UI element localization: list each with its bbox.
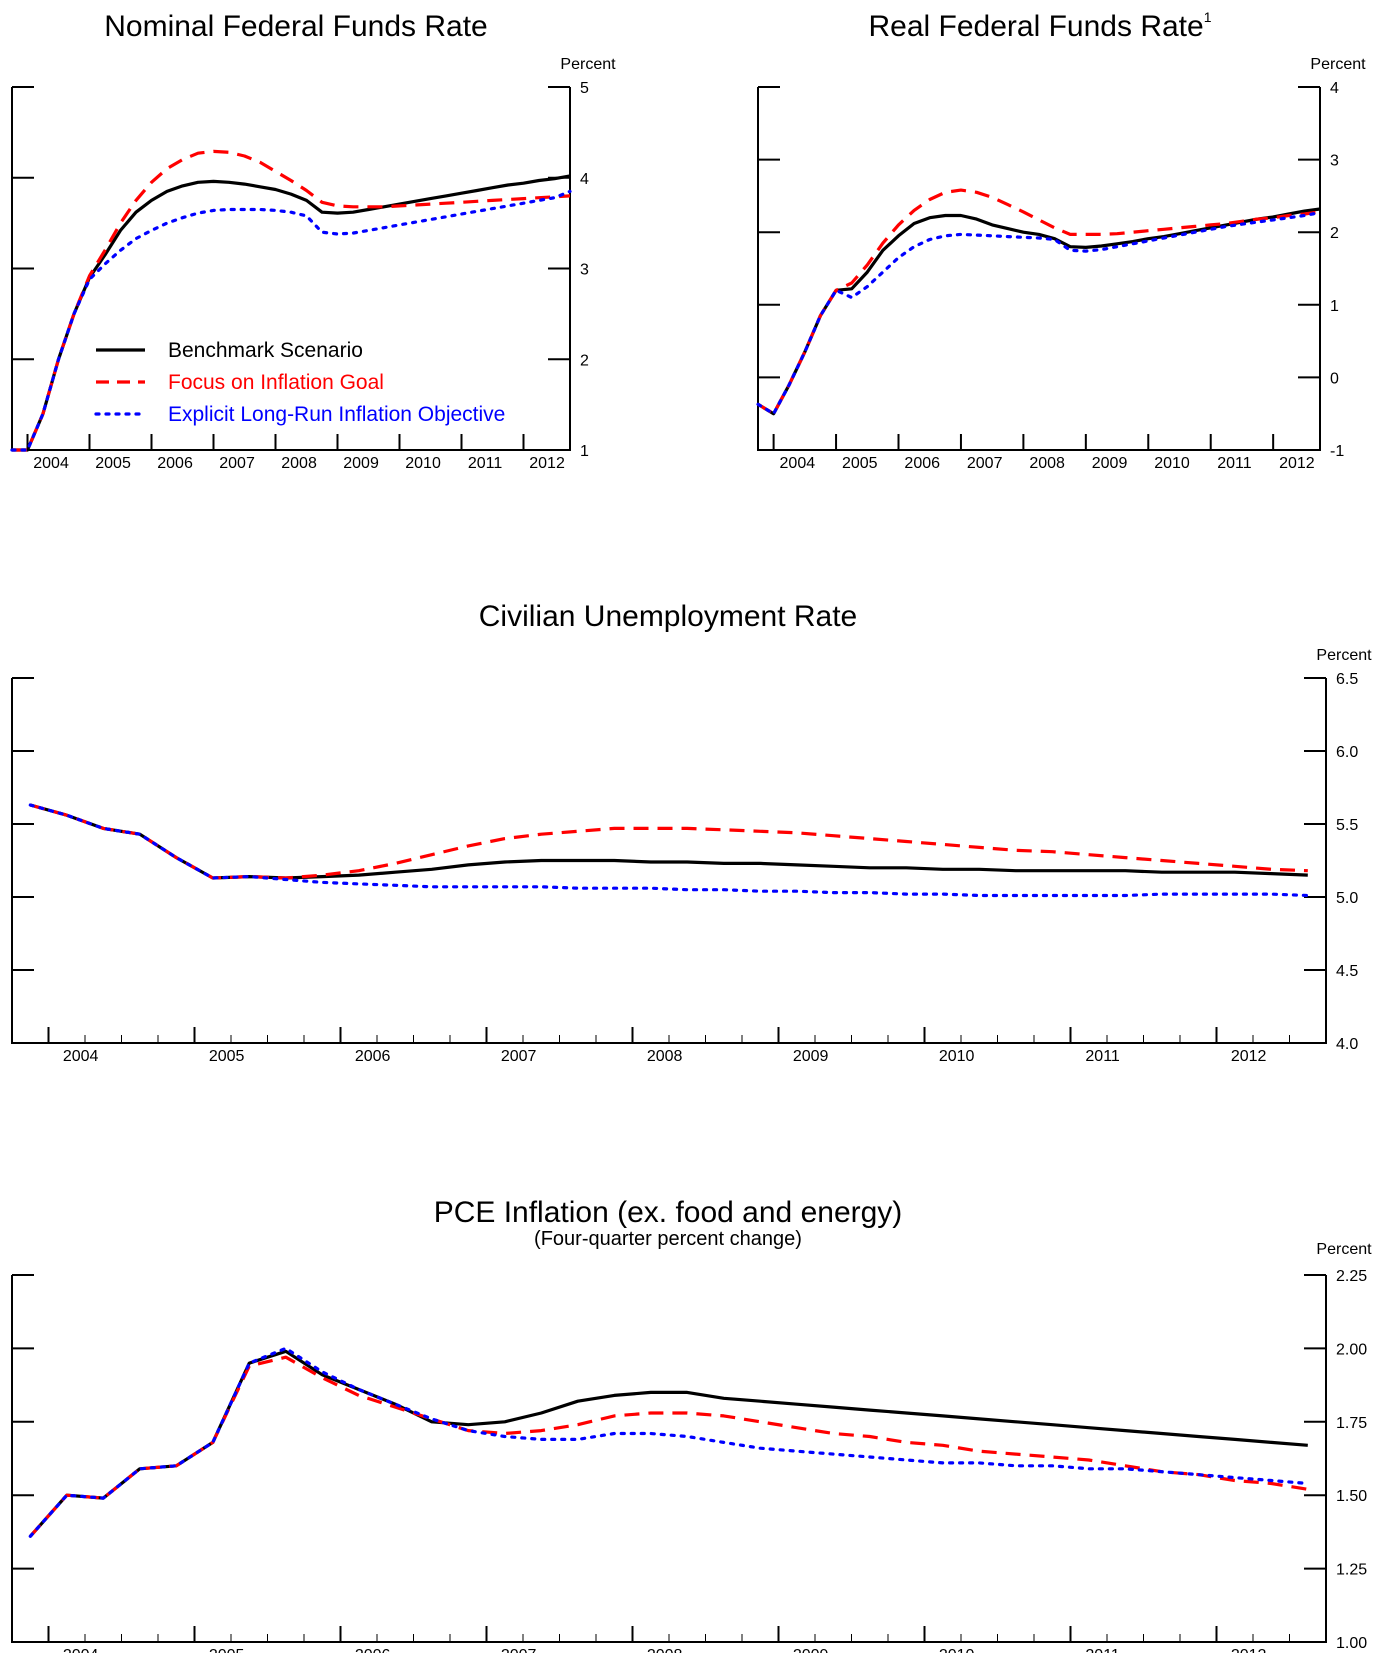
y-tick-label: 0 xyxy=(1330,370,1339,387)
x-tick-label: 2006 xyxy=(904,455,940,472)
x-tick-label: 2010 xyxy=(1154,455,1190,472)
x-tick-label: 2011 xyxy=(468,455,503,472)
legend: Benchmark Scenario Focus on Inflation Goa… xyxy=(94,339,505,426)
x-tick-label: 2009 xyxy=(793,1647,829,1653)
x-tick-label: 2012 xyxy=(1231,1647,1267,1653)
x-tick-label: 2008 xyxy=(1029,455,1065,472)
legend-label: Benchmark Scenario xyxy=(168,339,363,362)
x-tick-label: 2009 xyxy=(343,455,379,472)
y-tick-label: 4 xyxy=(1330,80,1339,97)
x-tick-label: 2004 xyxy=(33,455,69,472)
x-tick-label: 2010 xyxy=(939,1647,975,1653)
x-tick-label: 2004 xyxy=(780,455,816,472)
y-tick-label: 4.5 xyxy=(1336,963,1358,980)
unit-label: Percent xyxy=(560,56,616,73)
panel-unemployment: Civilian Unemployment Rate Percent 4.0 4.5 5… xyxy=(11,600,1372,1065)
x-tick-label: 2012 xyxy=(529,455,565,472)
x-tick-label: 2004 xyxy=(63,1048,99,1065)
x-tick-label: 2009 xyxy=(1092,455,1128,472)
x-tick-label: 2004 xyxy=(63,1647,99,1653)
series-line-long-run-objective xyxy=(28,803,1310,898)
x-tick-label: 2007 xyxy=(501,1048,537,1065)
x-tick-label: 2005 xyxy=(209,1647,245,1653)
y-tick-label: 6.0 xyxy=(1336,744,1358,761)
x-tick-label: 2006 xyxy=(355,1048,391,1065)
chart-title: PCE Inflation (ex. food and energy) xyxy=(434,1196,903,1229)
y-tick-label: 1 xyxy=(1330,298,1339,315)
x-tick-label: 2006 xyxy=(355,1647,391,1653)
series-line-benchmark xyxy=(29,803,1308,880)
panel-real: Real Federal Funds Rate1 Percent -1 0 1 2 3 4 20… xyxy=(756,9,1366,472)
y-tick-label: 2 xyxy=(580,352,589,369)
x-tick-label: 2007 xyxy=(501,1647,537,1653)
series-line-inflation-goal xyxy=(29,803,1308,880)
x-tick-label: 2010 xyxy=(939,1048,975,1065)
chart-title: Civilian Unemployment Rate xyxy=(479,600,858,633)
legend-label: Focus on Inflation Goal xyxy=(168,371,384,394)
unit-label: Percent xyxy=(1310,56,1366,73)
series-line-long-run-objective xyxy=(756,211,1322,416)
panel-pce: PCE Inflation (ex. food and energy)(Four… xyxy=(11,1196,1372,1653)
panel-nominal: Nominal Federal Funds Rate Percent 1 2 3 4 5 20… xyxy=(10,10,616,472)
x-tick-label: 2008 xyxy=(281,455,317,472)
y-tick-label: 1.75 xyxy=(1336,1415,1367,1432)
x-tick-label: 2007 xyxy=(967,455,1003,472)
legend-label: Explicit Long-Run Inflation Objective xyxy=(168,403,505,426)
y-tick-label: 1.25 xyxy=(1336,1562,1367,1579)
x-tick-label: 2006 xyxy=(157,455,193,472)
y-tick-label: 5.0 xyxy=(1336,890,1358,907)
title-footnote-marker: 1 xyxy=(1204,9,1212,25)
y-tick-label: 3 xyxy=(1330,153,1339,170)
x-tick-label: 2011 xyxy=(1217,455,1252,472)
x-tick-label: 2008 xyxy=(647,1048,683,1065)
y-tick-label: 4.0 xyxy=(1336,1036,1358,1053)
x-tick-label: 2007 xyxy=(219,455,255,472)
y-tick-label: -1 xyxy=(1330,443,1344,460)
series-line-benchmark xyxy=(757,207,1321,416)
series-line-benchmark xyxy=(29,1349,1308,1538)
series-line-benchmark xyxy=(12,174,571,452)
series-line-inflation-goal xyxy=(757,188,1321,416)
x-tick-label: 2011 xyxy=(1085,1048,1120,1065)
y-tick-label: 5 xyxy=(580,80,589,97)
axis-frame xyxy=(11,1275,1327,1643)
x-tick-label: 2008 xyxy=(647,1647,683,1653)
y-tick-label: 1.50 xyxy=(1336,1488,1367,1505)
y-tick-label: 3 xyxy=(580,262,589,279)
y-tick-label: 6.5 xyxy=(1336,671,1358,688)
chart-title: Nominal Federal Funds Rate xyxy=(104,10,488,43)
series-line-inflation-goal xyxy=(29,1355,1309,1538)
y-tick-label: 1.00 xyxy=(1336,1635,1367,1652)
unit-label: Percent xyxy=(1316,1241,1372,1258)
y-tick-label: 4 xyxy=(580,171,589,188)
x-tick-label: 2005 xyxy=(95,455,131,472)
chart-title: Real Federal Funds Rate1 xyxy=(869,9,1212,43)
series-line-inflation-goal xyxy=(12,149,571,452)
series-line-long-run-objective xyxy=(28,1346,1310,1538)
y-tick-label: 2 xyxy=(1330,225,1339,242)
y-tick-label: 1 xyxy=(580,443,589,460)
series-line-long-run-objective xyxy=(10,189,572,452)
x-tick-label: 2012 xyxy=(1231,1048,1267,1065)
unit-label: Percent xyxy=(1316,647,1372,664)
y-tick-label: 2.25 xyxy=(1336,1268,1367,1285)
x-tick-label: 2011 xyxy=(1085,1647,1120,1653)
chart-subtitle: (Four-quarter percent change) xyxy=(534,1228,802,1250)
x-tick-label: 2005 xyxy=(842,455,878,472)
x-tick-label: 2010 xyxy=(405,455,441,472)
y-tick-label: 2.00 xyxy=(1336,1341,1367,1358)
axis-frame xyxy=(757,87,1321,451)
y-tick-label: 5.5 xyxy=(1336,817,1358,834)
x-tick-label: 2005 xyxy=(209,1048,245,1065)
x-tick-label: 2009 xyxy=(793,1048,829,1065)
x-tick-label: 2012 xyxy=(1279,455,1315,472)
